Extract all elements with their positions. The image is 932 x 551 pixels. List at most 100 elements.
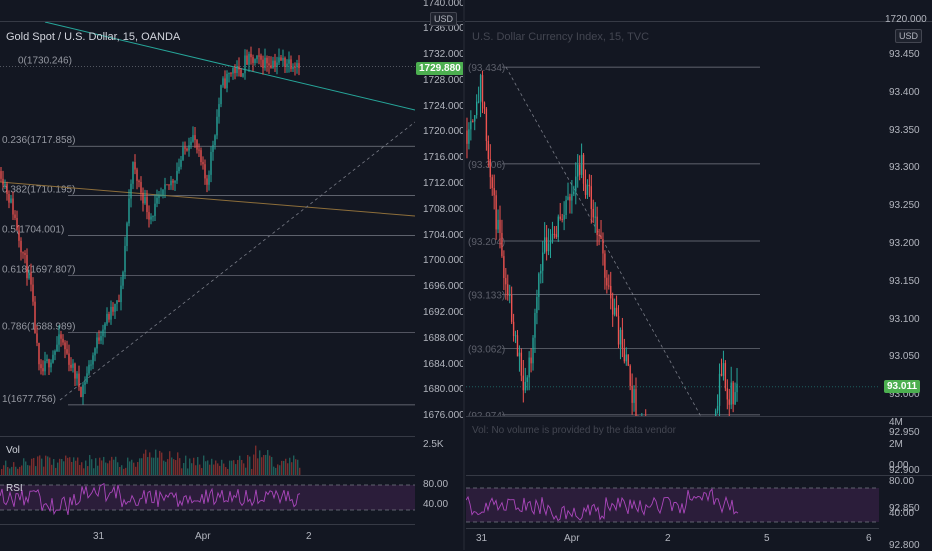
- dxy-price-pane[interactable]: (93.434) (93.306) (93.204) (93.133) (93.062)…: [466, 22, 879, 416]
- gold-candle: [260, 55, 262, 60]
- gold-volume-bar: [3, 465, 5, 475]
- gold-candle: [168, 184, 170, 186]
- gold-volume-bar: [55, 467, 57, 475]
- dxy-candle: [474, 115, 476, 122]
- gold-fib-diagonal: [59, 121, 415, 401]
- dxy-candle: [505, 278, 507, 285]
- gold-candle: [40, 364, 42, 369]
- gold-candle: [280, 57, 282, 61]
- gold-volume-bar: [293, 455, 295, 475]
- gold-candle: [104, 323, 106, 330]
- gold-candle: [6, 183, 8, 194]
- dxy-candle: [600, 235, 602, 240]
- dxy-candle: [489, 158, 491, 178]
- gold-candle: [12, 198, 14, 215]
- gold-candle: [132, 162, 134, 184]
- gold-volume-bar: [275, 467, 277, 475]
- gold-volume-bar: [211, 458, 213, 475]
- gold-volume-bar: [43, 466, 45, 475]
- gold-volume-bar: [235, 464, 237, 475]
- gold-candle: [166, 184, 168, 186]
- dxy-price-tick: 93.150: [889, 275, 920, 287]
- gold-candle: [74, 363, 76, 379]
- gold-volume-bar: [149, 452, 151, 475]
- gold-volume-bar: [273, 466, 275, 475]
- gold-volume-bar: [271, 457, 273, 475]
- gold-volume-bar: [131, 459, 133, 475]
- dxy-rsi-pane[interactable]: [466, 476, 879, 528]
- dxy-price-tick: 92.850: [889, 502, 920, 514]
- gold-volume-bar: [251, 468, 253, 475]
- gold-volume-bar: [217, 463, 219, 475]
- dxy-time-tick-2: 2: [665, 533, 671, 544]
- gold-candle: [130, 183, 132, 199]
- gold-volume-bar: [157, 457, 159, 475]
- dxy-candle: [507, 284, 509, 296]
- gold-price-pane[interactable]: 0(1730.246) 0.236(1717.858) 0.382(1710.195…: [0, 22, 415, 432]
- gold-price-tick: 1732.000: [423, 49, 465, 60]
- fib-level-label: 0.786(1688.989): [2, 321, 75, 332]
- gold-volume-bar: [147, 457, 149, 475]
- dxy-rsi-band: [466, 488, 879, 522]
- gold-candle: [222, 78, 224, 86]
- gold-candle: [114, 303, 116, 312]
- gold-price-tick: 1728.000: [423, 74, 465, 86]
- gold-currency-button[interactable]: USD: [430, 12, 458, 26]
- gold-candle: [194, 135, 196, 141]
- dxy-price-tick: 92.900: [889, 464, 920, 476]
- gold-volume-bar: [253, 454, 255, 475]
- gold-volume-bar: [87, 466, 89, 475]
- dxy-candle: [577, 164, 579, 177]
- gold-price-axis[interactable]: 1740.000 1736.000 1732.000 1728.000 1724.00…: [415, 0, 465, 550]
- gold-volume-bar: [267, 450, 269, 475]
- gold-rsi-plot: [0, 482, 415, 516]
- dxy-candle: [627, 354, 629, 366]
- dxy-candle: [491, 177, 493, 189]
- gold-time-axis[interactable]: 31 Apr 2: [0, 525, 415, 550]
- dxy-currency-button[interactable]: USD: [895, 29, 923, 43]
- gold-volume-bar: [119, 466, 121, 475]
- dxy-candle: [604, 253, 606, 278]
- gold-candles-plot[interactable]: 0(1730.246) 0.236(1717.858) 0.382(1710.195…: [0, 22, 415, 432]
- gold-volume-bar: [221, 459, 223, 475]
- gold-candle: [126, 223, 128, 246]
- gold-candle: [148, 212, 150, 220]
- dxy-price-tick: 93.200: [889, 238, 920, 249]
- gold-volume-bar: [103, 456, 105, 475]
- gold-volume-bar: [51, 464, 53, 475]
- dxy-candles-plot[interactable]: (93.434) (93.306) (93.204) (93.133) (93.062)…: [466, 22, 879, 416]
- gold-candle: [56, 344, 58, 352]
- gold-volume-pane[interactable]: [0, 437, 415, 475]
- gold-volume-bar: [173, 459, 175, 475]
- gold-volume-bar: [283, 460, 285, 475]
- gold-candle: [258, 55, 260, 57]
- gold-candle: [180, 159, 182, 167]
- dxy-volume-axis-0: 0.00: [889, 460, 909, 471]
- gold-volume-bar: [93, 468, 95, 475]
- gold-volume-bar: [123, 468, 125, 475]
- dxy-candle: [472, 121, 474, 123]
- gold-volume-bar: [269, 455, 271, 475]
- gold-volume-bar: [79, 465, 81, 475]
- gold-candle: [218, 104, 220, 117]
- gold-volume-bar: [215, 460, 217, 475]
- dxy-price-axis[interactable]: 1720.000 93.450 93.400 93.350 93.300 93.250 9…: [879, 0, 932, 551]
- dxy-candle: [487, 140, 490, 159]
- dxy-candle: [477, 101, 480, 103]
- gold-rsi-pane[interactable]: [0, 476, 415, 524]
- dxy-time-axis[interactable]: 31 Apr 2 5 6: [466, 529, 879, 550]
- gold-candle: [48, 359, 50, 368]
- gold-volume-bar: [279, 465, 281, 475]
- dxy-candle: [510, 294, 513, 322]
- gold-price-tick: 1684.000: [423, 358, 465, 370]
- dxy-candle: [596, 216, 598, 236]
- dxy-candle: [571, 194, 573, 201]
- dxy-candle: [499, 219, 501, 233]
- dxy-fib-label: (93.133): [468, 291, 505, 302]
- gold-candle: [144, 197, 146, 204]
- gold-price-tick: 1700.000: [423, 255, 465, 267]
- gold-candle: [256, 55, 258, 60]
- dxy-candle: [544, 237, 546, 253]
- gold-volume-bar: [179, 458, 181, 475]
- gold-candle: [22, 252, 24, 254]
